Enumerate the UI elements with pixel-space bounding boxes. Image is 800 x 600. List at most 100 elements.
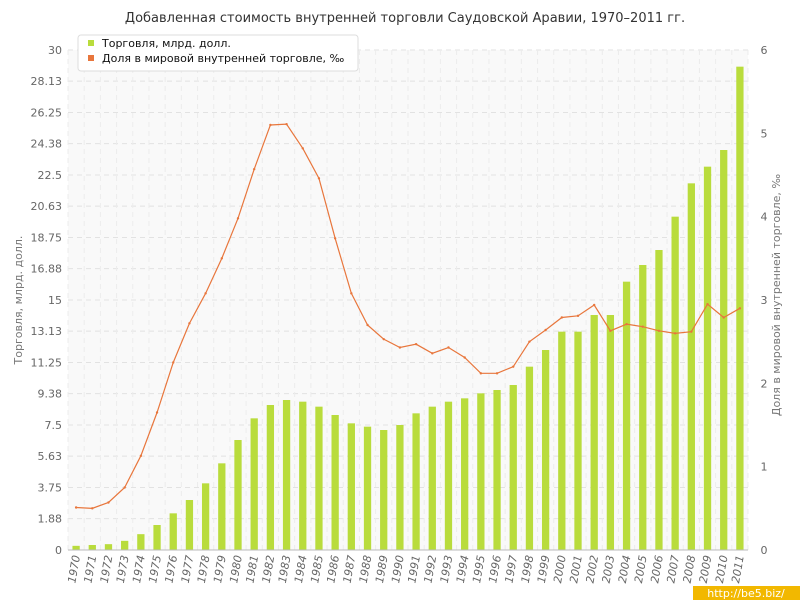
- share-point-1990[interactable]: [398, 346, 402, 349]
- share-point-2011[interactable]: [738, 307, 742, 310]
- bar-1973[interactable]: [121, 540, 129, 550]
- bar-1991[interactable]: [412, 413, 420, 550]
- bar-1987[interactable]: [347, 423, 355, 550]
- watermark-text[interactable]: http://be5.biz/: [707, 587, 785, 600]
- share-point-1983[interactable]: [285, 122, 288, 126]
- bar-1990[interactable]: [396, 425, 404, 550]
- share-point-2002[interactable]: [592, 303, 596, 307]
- bar-1996[interactable]: [493, 390, 501, 550]
- share-point-1985[interactable]: [317, 177, 321, 180]
- share-point-1994[interactable]: [463, 356, 466, 359]
- bar-1992[interactable]: [428, 406, 436, 550]
- share-point-1995[interactable]: [479, 372, 483, 375]
- bar-1998[interactable]: [525, 366, 534, 550]
- share-point-1973[interactable]: [123, 486, 126, 489]
- share-point-2009[interactable]: [706, 302, 709, 306]
- share-point-1974[interactable]: [139, 454, 143, 458]
- share-point-2007[interactable]: [673, 332, 677, 335]
- share-point-1992[interactable]: [431, 352, 434, 355]
- y-tick-label-left: 3.75: [38, 482, 63, 495]
- bar-1986[interactable]: [331, 415, 339, 550]
- bar-2004[interactable]: [622, 281, 631, 550]
- share-point-1977[interactable]: [188, 322, 191, 325]
- share-point-1971[interactable]: [91, 507, 94, 510]
- bar-1970[interactable]: [72, 545, 80, 550]
- legend-box: [77, 34, 359, 72]
- share-point-1978[interactable]: [204, 292, 207, 295]
- bar-2006[interactable]: [655, 250, 663, 550]
- share-point-2010[interactable]: [722, 316, 725, 319]
- share-point-1976[interactable]: [172, 361, 175, 364]
- y-tick-label-left: 7.5: [45, 419, 63, 432]
- bar-2002[interactable]: [590, 315, 598, 550]
- bar-1981[interactable]: [250, 418, 258, 550]
- bar-2005[interactable]: [639, 265, 647, 550]
- bar-1979[interactable]: [218, 463, 226, 550]
- share-point-1987[interactable]: [350, 292, 353, 295]
- x-tick-label: 1989: [373, 554, 391, 584]
- bar-2000[interactable]: [558, 331, 566, 550]
- share-point-1975[interactable]: [155, 411, 159, 414]
- share-point-1982[interactable]: [269, 123, 272, 127]
- share-point-1986[interactable]: [333, 237, 337, 240]
- bar-1972[interactable]: [104, 544, 113, 550]
- share-point-2000[interactable]: [560, 316, 564, 319]
- bar-1982[interactable]: [266, 405, 275, 550]
- bar-1997[interactable]: [509, 385, 517, 550]
- chart-title: Добавленная стоимость внутренней торговл…: [125, 11, 685, 26]
- bar-2009[interactable]: [703, 166, 712, 550]
- y-tick-label-left: 15: [48, 294, 62, 307]
- bar-1977[interactable]: [185, 500, 194, 550]
- share-point-1996[interactable]: [495, 372, 499, 375]
- y-axis-left-title: Торговля, млрд. долл.: [12, 236, 25, 366]
- bar-1989[interactable]: [380, 430, 388, 550]
- bar-1993[interactable]: [444, 401, 453, 550]
- bar-1999[interactable]: [541, 350, 550, 550]
- x-tick-label: 1985: [308, 554, 326, 584]
- bar-2008[interactable]: [687, 183, 695, 551]
- share-point-2005[interactable]: [641, 325, 644, 328]
- share-point-1984[interactable]: [301, 147, 304, 150]
- bar-1974[interactable]: [137, 534, 145, 550]
- watermark[interactable]: http://be5.biz/: [693, 586, 800, 600]
- bar-1994[interactable]: [461, 398, 469, 550]
- bar-1985[interactable]: [315, 406, 323, 550]
- bar-1995[interactable]: [477, 393, 485, 550]
- share-point-1999[interactable]: [544, 328, 547, 332]
- x-tick-label: 2007: [664, 554, 682, 584]
- bar-2010[interactable]: [720, 150, 728, 550]
- bar-1980[interactable]: [234, 440, 242, 550]
- share-point-1981[interactable]: [252, 167, 256, 171]
- share-point-1988[interactable]: [366, 323, 369, 327]
- share-point-1989[interactable]: [382, 337, 385, 341]
- share-point-1972[interactable]: [107, 501, 110, 504]
- bar-1971[interactable]: [88, 545, 96, 550]
- share-point-1991[interactable]: [414, 342, 418, 346]
- share-point-2008[interactable]: [690, 330, 693, 333]
- y-tick-label-left: 26.25: [31, 107, 63, 120]
- share-point-1980[interactable]: [236, 217, 240, 220]
- bar-2003[interactable]: [606, 315, 615, 550]
- bar-1983[interactable]: [282, 400, 291, 550]
- legend[interactable]: Торговля, млрд. долл. Доля в мировой вну…: [77, 34, 359, 72]
- bar-1984[interactable]: [299, 401, 307, 550]
- bar-1975[interactable]: [153, 525, 161, 550]
- bar-1976[interactable]: [169, 513, 177, 550]
- share-point-1997[interactable]: [512, 365, 515, 368]
- share-point-2006[interactable]: [657, 329, 661, 333]
- bar-1978[interactable]: [201, 483, 210, 550]
- share-point-1970[interactable]: [74, 506, 78, 509]
- bar-1988[interactable]: [363, 426, 372, 550]
- share-point-2004[interactable]: [625, 322, 628, 326]
- bar-2007[interactable]: [671, 216, 679, 550]
- share-point-2003[interactable]: [609, 329, 612, 333]
- y-tick-label-left: 9.38: [38, 388, 63, 401]
- share-point-2001[interactable]: [576, 314, 580, 318]
- share-point-1998[interactable]: [528, 340, 531, 343]
- bar-2001[interactable]: [574, 331, 582, 550]
- y-tick-label-left: 0: [55, 544, 62, 557]
- share-point-1979[interactable]: [220, 257, 224, 260]
- share-point-1993[interactable]: [447, 346, 450, 349]
- y-tick-label-left: 30: [48, 44, 62, 57]
- x-tick-label: 2009: [697, 554, 715, 584]
